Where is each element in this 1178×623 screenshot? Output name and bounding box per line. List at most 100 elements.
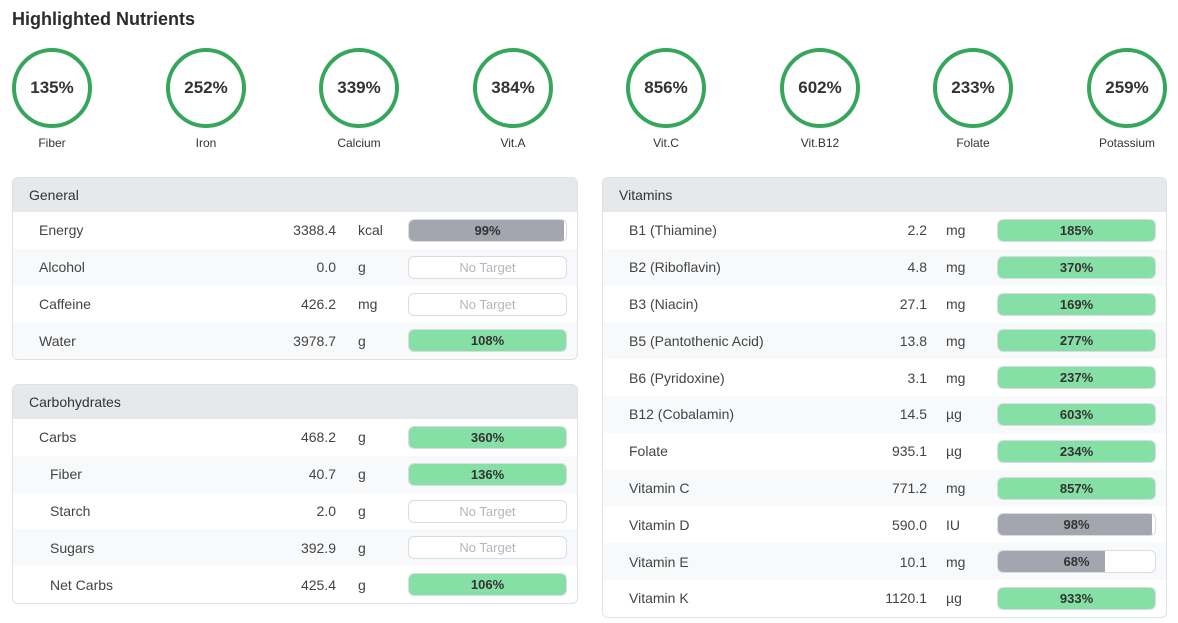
nutrient-name: Sugars — [50, 539, 95, 556]
highlight-ring-label: Calcium — [337, 136, 381, 150]
nutrient-unit: mg — [946, 479, 966, 496]
target-progress-bar: 108% — [408, 329, 567, 353]
nutrient-amount: 4.8 — [907, 259, 927, 276]
target-progress-fill — [998, 367, 1155, 389]
highlighted-nutrients-rings: 135% Fiber 252% Iron 339% Calcium 384% Vit.A 856… — [0, 48, 1178, 158]
nutrient-amount: 935.1 — [891, 443, 927, 460]
target-progress-fill — [998, 330, 1155, 352]
nutrient-row[interactable]: B12 (Cobalamin) 14.5 µg 603% — [603, 395, 1166, 433]
nutrient-amount: 13.8 — [899, 332, 927, 349]
nutrient-unit: mg — [946, 222, 966, 239]
target-progress-fill — [409, 427, 566, 448]
nutrient-name: Folate — [629, 443, 668, 460]
nutrient-unit: g — [358, 259, 366, 276]
target-progress-label: 185% — [1059, 223, 1094, 238]
highlight-vit-b12[interactable]: 602% Vit.B12 — [770, 48, 870, 150]
nutrient-name: Vitamin E — [629, 553, 689, 570]
target-progress-label: 370% — [1059, 259, 1094, 275]
nutrient-row[interactable]: Folate 935.1 µg 234% — [603, 433, 1166, 470]
target-progress-bar: 234% — [997, 439, 1156, 463]
highlight-ring-value: 252% — [166, 48, 246, 128]
nutrient-row[interactable]: Vitamin E 10.1 mg 68% — [603, 543, 1166, 580]
target-progress-label: 237% — [1059, 370, 1094, 386]
nutrient-row[interactable]: B1 (Thiamine) 2.2 mg 185% — [603, 212, 1166, 249]
nutrient-amount: 468.2 — [300, 429, 336, 446]
target-progress-bar: 68% — [997, 550, 1156, 574]
target-progress-bar: No Target — [408, 536, 567, 560]
nutrient-row[interactable]: Starch 2.0 g No Target — [13, 493, 577, 530]
nutrient-name: Net Carbs — [50, 576, 114, 593]
nutrient-amount: 0.0 — [316, 259, 336, 276]
target-progress-label: 169% — [1059, 296, 1094, 312]
target-progress-label: 98% — [1063, 517, 1090, 533]
nutrient-row[interactable]: B2 (Riboflavin) 4.8 mg 370% — [603, 248, 1166, 286]
nutrient-row[interactable]: B5 (Pantothenic Acid) 13.8 mg 277% — [603, 322, 1166, 360]
nutrient-row[interactable]: B6 (Pyridoxine) 3.1 mg 237% — [603, 359, 1166, 396]
highlight-folate[interactable]: 233% Folate — [923, 48, 1023, 150]
target-progress-label: 933% — [1059, 590, 1094, 606]
general-rows: Energy 3388.4 kcal 99% Alcohol 0.0 g No Target C… — [13, 212, 577, 359]
nutrient-name: Caffeine — [39, 295, 91, 312]
highlight-fiber[interactable]: 135% Fiber — [2, 48, 102, 150]
nutrient-name: Energy — [39, 222, 84, 239]
nutrient-row[interactable]: Alcohol 0.0 g No Target — [13, 248, 577, 286]
target-progress-fill — [998, 293, 1155, 315]
vitamins-panel: Vitamins B1 (Thiamine) 2.2 mg 185% B2 (Ribof… — [602, 177, 1167, 618]
target-progress-bar: 136% — [408, 462, 567, 486]
target-progress-fill — [998, 403, 1155, 425]
nutrient-row[interactable]: Net Carbs 425.4 g 106% — [13, 566, 577, 603]
target-progress-fill — [998, 551, 1105, 573]
nutrient-name: Vitamin C — [629, 479, 690, 496]
nutrient-amount: 40.7 — [308, 466, 336, 483]
nutrient-row[interactable]: Vitamin K 1120.1 µg 933% — [603, 580, 1166, 617]
highlight-ring-label: Vit.C — [653, 136, 679, 150]
nutrient-name: Vitamin K — [629, 590, 689, 607]
nutrient-name: B2 (Riboflavin) — [629, 259, 721, 276]
target-progress-label: No Target — [459, 503, 516, 519]
nutrient-amount: 3978.7 — [293, 332, 336, 349]
nutrient-row[interactable]: Vitamin D 590.0 IU 98% — [603, 506, 1166, 543]
target-progress-label: 106% — [470, 577, 505, 593]
nutrient-amount: 3.1 — [907, 369, 927, 386]
target-progress-bar: No Target — [408, 255, 567, 279]
highlight-vit-a[interactable]: 384% Vit.A — [463, 48, 563, 150]
nutrient-amount: 3388.4 — [293, 222, 336, 239]
vitamins-rows: B1 (Thiamine) 2.2 mg 185% B2 (Riboflavin) 4.8… — [603, 212, 1166, 617]
nutrient-row[interactable]: Vitamin C 771.2 mg 857% — [603, 469, 1166, 507]
target-progress-bar: 857% — [997, 476, 1156, 500]
nutrient-row[interactable]: Carbs 468.2 g 360% — [13, 419, 577, 456]
nutrient-row[interactable]: Water 3978.7 g 108% — [13, 322, 577, 359]
nutrient-unit: mg — [946, 369, 966, 386]
general-panel: General Energy 3388.4 kcal 99% Alcohol 0.0 g No… — [12, 177, 578, 360]
highlight-calcium[interactable]: 339% Calcium — [309, 48, 409, 150]
nutrient-row[interactable]: Energy 3388.4 kcal 99% — [13, 212, 577, 249]
nutrient-name: Fiber — [50, 466, 82, 483]
target-progress-bar: 99% — [408, 219, 567, 242]
highlight-vit-c[interactable]: 856% Vit.C — [616, 48, 716, 150]
nutrient-row[interactable]: Sugars 392.9 g No Target — [13, 529, 577, 567]
target-progress-label: 857% — [1059, 480, 1094, 496]
highlight-iron[interactable]: 252% Iron — [156, 48, 256, 150]
target-progress-fill — [998, 514, 1152, 536]
nutrient-name: B12 (Cobalamin) — [629, 406, 735, 423]
highlight-ring-label: Potassium — [1098, 136, 1156, 150]
nutrient-row[interactable]: B3 (Niacin) 27.1 mg 169% — [603, 286, 1166, 323]
highlight-ring-label: Vit.A — [500, 136, 526, 150]
target-progress-bar: 360% — [408, 426, 567, 449]
nutrient-unit: g — [358, 576, 366, 593]
highlight-potassium[interactable]: 259% Potassium — [1077, 48, 1177, 150]
target-progress-fill — [998, 220, 1155, 241]
nutrient-name: Alcohol — [39, 259, 85, 276]
nutrient-row[interactable]: Caffeine 426.2 mg No Target — [13, 286, 577, 323]
target-progress-fill — [409, 220, 565, 241]
nutrient-name: B3 (Niacin) — [629, 295, 699, 312]
nutrient-unit: mg — [946, 295, 966, 312]
nutrient-amount: 771.2 — [891, 479, 927, 496]
nutrient-unit: µg — [946, 590, 962, 607]
nutrient-row[interactable]: Fiber 40.7 g 136% — [13, 455, 577, 493]
target-progress-bar: 237% — [997, 366, 1156, 390]
target-progress-fill — [409, 330, 566, 352]
target-progress-fill — [998, 256, 1155, 278]
nutrient-amount: 590.0 — [891, 516, 927, 533]
target-progress-label: 136% — [470, 466, 505, 482]
